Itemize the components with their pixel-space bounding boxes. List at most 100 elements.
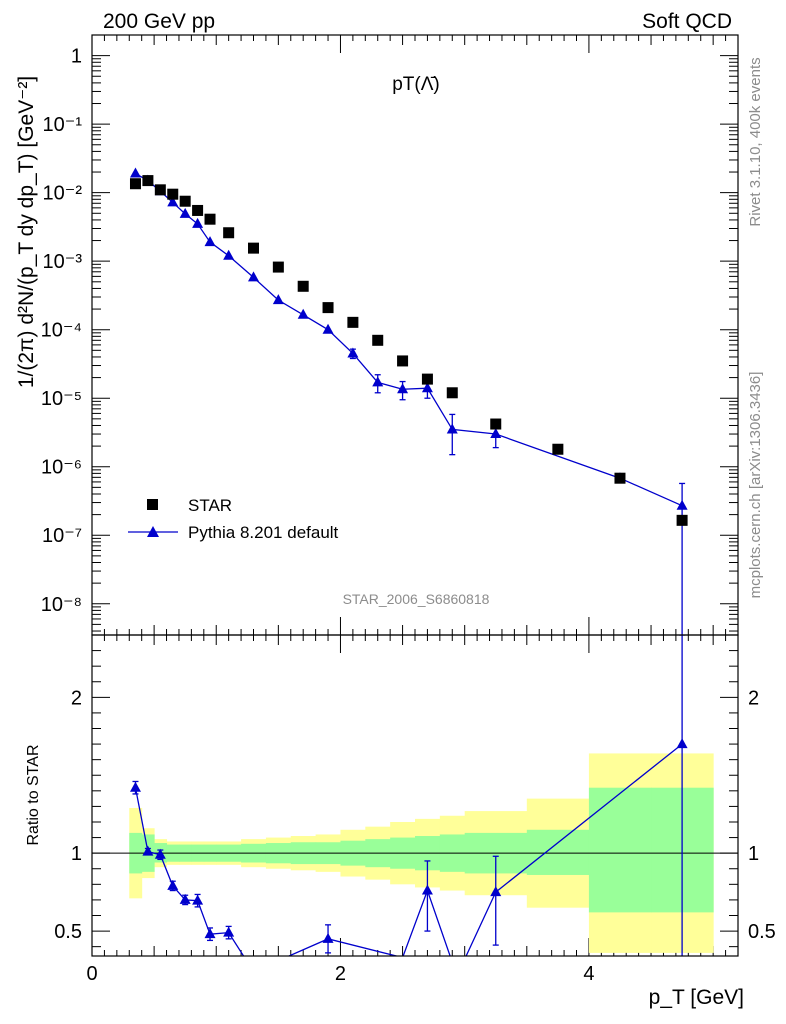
star-point	[204, 213, 216, 225]
ratio-y-tick-label-right: 0.5	[748, 921, 776, 943]
main-panel: 1 10⁻¹ 10⁻² 10⁻³ 10⁻⁴ 10⁻⁵ 10⁻⁶ 10⁻⁷ 10⁻⁸ pT(Λ̄)…	[15, 34, 739, 956]
top-y-tick-labels: 1 10⁻¹ 10⁻² 10⁻³ 10⁻⁴ 10⁻⁵ 10⁻⁶ 10⁻⁷ 10⁻⁸	[41, 46, 83, 616]
mc-line	[135, 172, 683, 507]
star-point	[322, 302, 334, 314]
analysis-label: STAR_2006_S6860818	[343, 591, 490, 607]
ratio-panel: 0.5 0.5 1 1 2 2 0 2 4 Ratio to STAR p_T [GeV]	[25, 634, 776, 1009]
top-ticks	[91, 34, 739, 956]
mc-point	[248, 271, 259, 282]
ratio-mc-point	[421, 884, 433, 895]
x-tick-labels: 0 2 4	[86, 963, 594, 985]
ratio-mc-point	[142, 845, 154, 856]
x-axis-label: p_T [GeV]	[649, 986, 744, 1009]
header-left: 200 GeV pp	[103, 10, 215, 33]
ratio-y-tick-label-right: 1	[748, 843, 759, 865]
star-point	[167, 188, 179, 200]
legend-mc-label: Pythia 8.201 default	[188, 523, 339, 542]
mc-point	[272, 294, 284, 305]
main-panel-frame	[91, 34, 739, 636]
star-series	[129, 175, 688, 526]
mc-point	[347, 347, 359, 358]
x-tick-label: 0	[86, 963, 97, 985]
ratio-ticks	[92, 650, 738, 948]
mc-point	[676, 499, 688, 510]
y-tick-label: 10⁻⁶	[41, 457, 82, 479]
band-inner	[588, 787, 652, 913]
star-point	[446, 387, 458, 399]
mc-point	[421, 382, 433, 393]
y-tick-label: 10⁻³	[43, 251, 83, 273]
star-point	[142, 175, 154, 187]
y-tick-label: 10⁻²	[43, 183, 83, 205]
mc-point	[223, 249, 235, 260]
ratio-mc-point	[322, 932, 334, 943]
ratio-y-tick-label-left: 1	[71, 843, 82, 865]
ratio-mc-point	[223, 926, 235, 937]
mc-point	[372, 376, 384, 387]
ratio-y-tick-label-right: 2	[748, 687, 759, 709]
ratio-mc-point	[179, 893, 191, 904]
x-tick-label: 4	[583, 963, 594, 985]
mc-point	[490, 428, 502, 439]
mc-series	[129, 167, 688, 635]
ratio-mc-point	[204, 928, 216, 939]
ratio-mc-point	[167, 879, 179, 890]
legend-star-label: STAR	[188, 496, 232, 515]
header-right: Soft QCD	[642, 10, 732, 33]
mc-point	[322, 323, 334, 334]
star-point	[614, 472, 626, 484]
star-point	[421, 373, 433, 385]
y-tick-label: 10⁻¹	[43, 114, 83, 136]
star-point	[397, 355, 409, 367]
ratio-plot-area	[92, 635, 738, 956]
star-point	[372, 334, 384, 346]
y-tick-label: 1	[71, 46, 82, 68]
star-point	[154, 184, 166, 196]
star-point	[676, 514, 688, 526]
ratio-panel-frame	[91, 634, 739, 957]
ratio-mc-point	[490, 886, 502, 897]
ratio-y-tick-labels: 0.5 0.5 1 1 2 2	[54, 687, 776, 943]
ratio-y-tick-label-left: 0.5	[54, 921, 82, 943]
plot-title: pT(Λ̄)	[392, 74, 440, 95]
mc-point	[297, 308, 309, 319]
star-point	[347, 316, 359, 328]
mc-point	[167, 196, 179, 207]
y-tick-label: 10⁻⁸	[41, 594, 82, 616]
rivet-label: Rivet 3.1.10, 400k events	[747, 57, 764, 226]
mc-point	[179, 207, 191, 218]
uncertainty-bands	[129, 753, 714, 953]
star-point	[272, 261, 284, 273]
star-point	[297, 280, 309, 292]
top-plot-area	[129, 167, 688, 635]
ratio-y-tick-label-left: 2	[71, 687, 82, 709]
mc-point	[446, 423, 458, 434]
star-point	[248, 242, 259, 254]
y-tick-label: 10⁻⁷	[42, 525, 82, 547]
legend-star-marker	[147, 499, 158, 510]
ratio-mc-series	[129, 635, 688, 956]
star-point	[552, 443, 564, 455]
mc-point	[192, 217, 204, 228]
ratio-mc-point	[154, 848, 166, 859]
star-point	[490, 418, 502, 430]
mcplots-label: mcplots.cern.ch [arXiv:1306.3436]	[747, 372, 764, 599]
ratio-mc-point	[676, 738, 688, 749]
legend: STAR Pythia 8.201 default	[128, 496, 339, 542]
ratio-mc-line	[134, 743, 683, 956]
mc-point	[397, 383, 409, 394]
band-inner	[526, 829, 590, 875]
y-tick-label: 10⁻⁴	[41, 320, 82, 342]
ratio-y-axis-label: Ratio to STAR	[25, 744, 42, 845]
legend-mc-marker	[147, 526, 159, 537]
star-point	[129, 178, 141, 190]
star-point	[179, 195, 191, 207]
mc-point	[204, 236, 216, 247]
x-tick-label: 2	[335, 963, 346, 985]
ratio-mc-point	[129, 781, 141, 792]
main-y-axis-label: 1/(2π) d²N/(p_T dy dp_T) [GeV⁻²]	[15, 76, 38, 388]
star-point	[192, 204, 204, 216]
star-point	[223, 227, 235, 239]
y-tick-label: 10⁻⁵	[41, 388, 82, 410]
